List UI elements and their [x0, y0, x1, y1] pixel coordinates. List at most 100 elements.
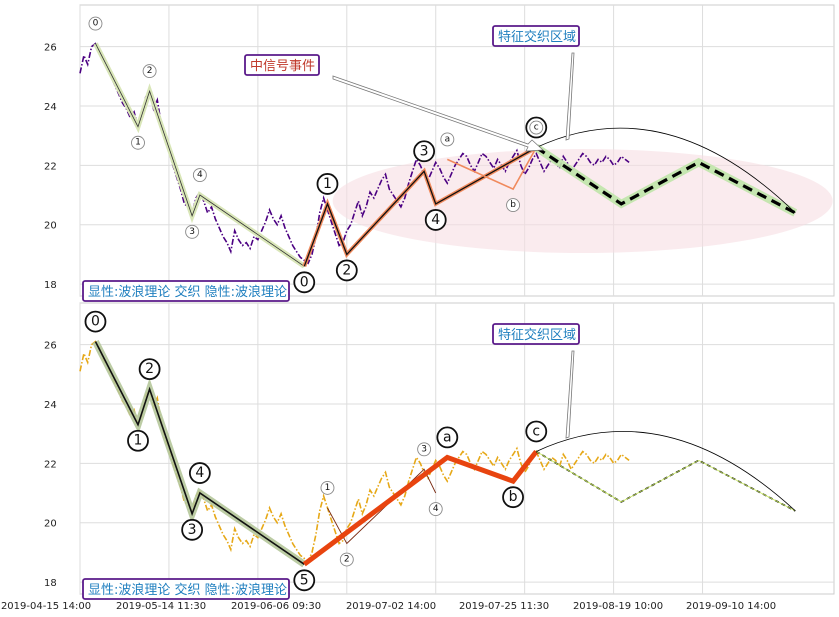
wave-label-text: 4: [433, 504, 439, 514]
wave-label-text: 1: [135, 138, 141, 148]
plot-frame: [79, 4, 835, 297]
signal-box-frame: [244, 54, 320, 76]
y-tick-label: 18: [44, 280, 57, 291]
zone-arrow: [565, 350, 575, 439]
wave-label-text: c: [532, 423, 540, 439]
panel-bottom: 18 20 22 24 26 0 1 2 3 4 5 1 2 3 4 a b c 显性:波浪理论 交织 隐性:波浪理…: [1, 302, 835, 612]
wave-label-text: 5: [300, 572, 309, 588]
wave-line: [446, 147, 537, 191]
wave-label-text: a: [443, 429, 452, 445]
plot-frame: [79, 302, 835, 595]
y-tick-label: 20: [44, 519, 57, 530]
panel-top: 1820222426012340012345abc显性:波浪理论 交织 隐性:波…: [44, 4, 835, 302]
wave-label-circle: [436, 426, 459, 449]
y-tick-label: 24: [44, 102, 57, 113]
signal-box-text: 中信号事件: [250, 59, 315, 74]
price-series-line: [79, 42, 630, 265]
x-tick-label: 2019-07-25 11:30: [459, 601, 549, 612]
wave-label-circle: [424, 209, 447, 231]
x-tick-label: 2019-07-02 14:00: [346, 601, 436, 612]
legend-box-text: 显性:波浪理论 交织 隐性:波浪理论: [88, 284, 287, 300]
interweave-zone: [332, 148, 833, 253]
y-tick-label: 20: [44, 221, 57, 232]
wave-label-text: 4: [431, 212, 440, 228]
wave-label-text: b: [510, 200, 516, 210]
legend-box-frame: [82, 578, 290, 600]
wave-label-circle: [138, 358, 161, 381]
zone-arrow: [565, 52, 575, 141]
wave-label-text: 4: [197, 170, 203, 180]
wave-line: [94, 341, 305, 565]
zone-box-frame: [492, 323, 580, 345]
signal-arrow: [332, 75, 544, 152]
wave-label-text: 1: [323, 176, 332, 192]
wave-label-circle: [335, 259, 358, 282]
wave-label-text: 1: [134, 433, 143, 449]
forecast-line: [535, 146, 797, 215]
wave-label-circle: [142, 64, 157, 79]
wave-label-text: 3: [188, 522, 197, 538]
wave-label-text: 2: [344, 555, 350, 565]
y-tick-label: 22: [44, 161, 57, 172]
wave-label-text: 0: [91, 314, 100, 330]
wave-label-text: 0: [93, 19, 99, 29]
wave-label-circle: [88, 16, 103, 31]
wave-line: [95, 43, 305, 267]
x-tick-label: 2019-05-14 11:30: [116, 601, 206, 612]
x-tick-label: 2019-06-06 09:30: [231, 601, 321, 612]
wave-label-circle: [316, 173, 339, 195]
wave-label-circle: [293, 569, 316, 592]
wave-label-circle: [413, 140, 436, 163]
legend-box-text: 显性:波浪理论 交织 隐性:波浪理论: [88, 582, 287, 598]
y-tick-label: 22: [44, 459, 57, 470]
wave-label-circle: [428, 502, 443, 516]
wave-label-text: 3: [189, 227, 195, 237]
x-tick-label: 2019-08-19 10:00: [573, 601, 663, 612]
wave-label-text: 2: [342, 262, 351, 278]
wave-label-text: b: [509, 489, 518, 505]
wave-label-circle: [502, 486, 524, 509]
wave-label-circle: [417, 442, 432, 457]
wave-label-text: c: [534, 123, 539, 133]
wave-label-text: 2: [147, 66, 153, 76]
wave-label-circle: [529, 120, 544, 135]
wave-label-circle: [339, 552, 354, 567]
wave-line: [302, 449, 539, 567]
x-tick-label: 2019-09-10 14:00: [686, 601, 776, 612]
zone-box-frame: [492, 25, 580, 47]
zone-box-text: 特征交织区域: [498, 327, 576, 343]
wave-label-circle: [181, 518, 204, 541]
wave-label-circle: [320, 480, 335, 495]
wave-label-circle: [192, 168, 207, 182]
wave-label-text: 2: [145, 361, 154, 377]
wave-label-text: 3: [420, 143, 429, 159]
wave-label-circle: [131, 135, 145, 150]
price-series-line: [79, 340, 630, 563]
wave-label-circle: [185, 224, 200, 239]
x-tick-label: 2019-04-15 14:00: [1, 601, 91, 612]
y-tick-label: 26: [44, 341, 57, 352]
wave-label-text: a: [445, 134, 451, 144]
wave-label-circle: [506, 198, 521, 213]
projection-arc: [536, 431, 796, 512]
wave-label-circle: [525, 420, 548, 443]
wave-label-circle: [293, 271, 316, 294]
wave-label-text: 4: [195, 465, 204, 481]
wave-label-text: 0: [300, 274, 309, 290]
y-tick-label: 24: [44, 400, 57, 411]
wave-line: [303, 146, 537, 267]
legend-box-frame: [82, 280, 290, 302]
wave-label-circle: [440, 132, 455, 147]
forecast-highlight: [536, 451, 796, 512]
y-tick-label: 26: [44, 43, 57, 54]
wave-label-text: 1: [325, 483, 331, 493]
wave-label-circle: [188, 462, 211, 484]
wave-label-circle: [127, 429, 149, 452]
zone-box-text: 特征交织区域: [498, 29, 576, 45]
wave-label-text: 3: [421, 444, 427, 454]
y-tick-label: 18: [44, 578, 57, 589]
wave-label-circle: [84, 310, 107, 333]
projection-arc: [536, 127, 796, 214]
